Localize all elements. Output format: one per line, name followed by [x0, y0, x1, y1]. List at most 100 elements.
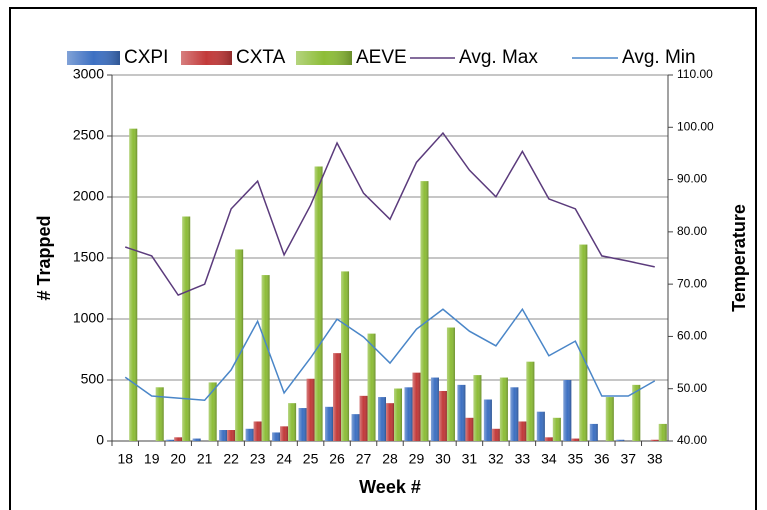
x-tick-label: 31	[462, 451, 478, 467]
bar-shade	[579, 244, 588, 441]
bar-shade	[351, 414, 360, 441]
y2-tick-label: 50.00	[677, 381, 707, 395]
bar-shade	[457, 384, 466, 441]
legend-label: CXPI	[124, 47, 168, 68]
frame	[9, 7, 757, 510]
legend-swatch-shade	[181, 51, 232, 65]
bar-shade	[412, 372, 421, 441]
x-tick-label: 36	[594, 451, 610, 467]
bar-shade	[491, 428, 500, 441]
y2-tick-label: 100.00	[677, 119, 714, 133]
bar-shade	[589, 423, 598, 441]
x-tick-label: 38	[647, 451, 663, 467]
x-tick-label: 24	[276, 451, 292, 467]
bar-shade	[341, 271, 350, 441]
bar-shade	[526, 361, 535, 441]
y-tick-label: 1500	[73, 249, 104, 265]
bar-shade	[325, 406, 334, 441]
bar-shade	[616, 439, 625, 441]
bar-shade	[155, 387, 164, 441]
y-tick-label: 500	[81, 371, 105, 387]
y2-tick-label: 110.00	[677, 67, 713, 81]
bar-shade	[536, 411, 545, 441]
bar-shade	[359, 395, 368, 441]
x-tick-label: 27	[356, 451, 372, 467]
y2-tick-label: 90.00	[677, 172, 707, 186]
bar-shade	[227, 430, 236, 441]
bar-shade	[430, 377, 439, 441]
legend-swatch-shade	[296, 51, 352, 65]
x-tick-label: 18	[117, 451, 133, 467]
bar-shade	[563, 380, 572, 441]
bar-shade	[253, 421, 262, 441]
bar-shade	[465, 417, 474, 441]
bar-shade	[192, 438, 201, 441]
legend-label: CXTA	[236, 47, 286, 68]
x-tick-label: 30	[435, 451, 451, 467]
x-tick-label: 19	[144, 451, 160, 467]
y2-axis-label: Temperature	[729, 204, 749, 312]
bar-shade	[333, 353, 342, 441]
y-axis-label: # Trapped	[34, 215, 54, 300]
x-tick-label: 28	[382, 451, 398, 467]
legend-label: AEVE	[356, 47, 407, 68]
bar-shade	[650, 439, 659, 441]
y-tick-label: 0	[96, 432, 104, 448]
bar-shade	[367, 333, 376, 441]
y-tick-label: 2000	[73, 188, 104, 204]
bar-shade	[272, 432, 281, 441]
bar-shade	[518, 421, 527, 441]
y-tick-label: 2500	[73, 127, 104, 143]
bar-shade	[605, 397, 614, 441]
bar-shade	[288, 403, 297, 441]
bar-shade	[174, 437, 183, 441]
bar-shade	[544, 437, 553, 441]
bar-shade	[510, 387, 519, 441]
bar-shade	[446, 327, 455, 441]
x-tick-label: 32	[488, 451, 504, 467]
x-tick-label: 33	[515, 451, 531, 467]
bar-shade	[261, 275, 270, 441]
line-series	[124, 131, 655, 297]
bar-shade	[473, 375, 482, 441]
x-tick-label: 26	[329, 451, 345, 467]
y-tick-label: 1000	[73, 310, 104, 326]
bar-shade	[499, 377, 508, 441]
y2-tick-label: 60.00	[677, 329, 707, 343]
legend-label: Avg. Min	[622, 47, 696, 68]
x-tick-label: 22	[223, 451, 239, 467]
bar-shade	[166, 439, 175, 441]
bar-shade	[438, 390, 447, 441]
line-series	[124, 307, 656, 401]
bar-shade	[552, 417, 561, 441]
x-tick-label: 25	[303, 451, 319, 467]
bar-shade	[394, 388, 402, 441]
bar-shade	[571, 438, 580, 441]
bar-shade	[404, 387, 413, 441]
bar-shade	[298, 408, 307, 441]
x-tick-label: 34	[541, 451, 557, 467]
x-tick-label: 35	[568, 451, 584, 467]
bar-shade	[245, 428, 254, 441]
bar-shade	[208, 382, 217, 441]
bar-shade	[386, 403, 394, 441]
bar-shade	[378, 397, 386, 441]
x-tick-label: 37	[620, 451, 636, 467]
bar-shade	[129, 128, 138, 441]
bar-shade	[658, 423, 667, 441]
y2-tick-label: 40.00	[677, 433, 707, 447]
y2-tick-label: 70.00	[677, 276, 707, 290]
x-tick-label: 20	[170, 451, 186, 467]
bar-shade	[306, 378, 315, 441]
x-axis-label: Week #	[359, 477, 421, 497]
legend-swatch-shade	[67, 51, 120, 65]
bar-shade	[182, 216, 191, 441]
y2-tick-label: 80.00	[677, 224, 707, 238]
x-tick-label: 29	[409, 451, 425, 467]
bar-shade	[280, 426, 289, 441]
bar-shade	[632, 384, 641, 441]
x-tick-label: 23	[250, 451, 266, 467]
bar-shade	[314, 166, 323, 441]
